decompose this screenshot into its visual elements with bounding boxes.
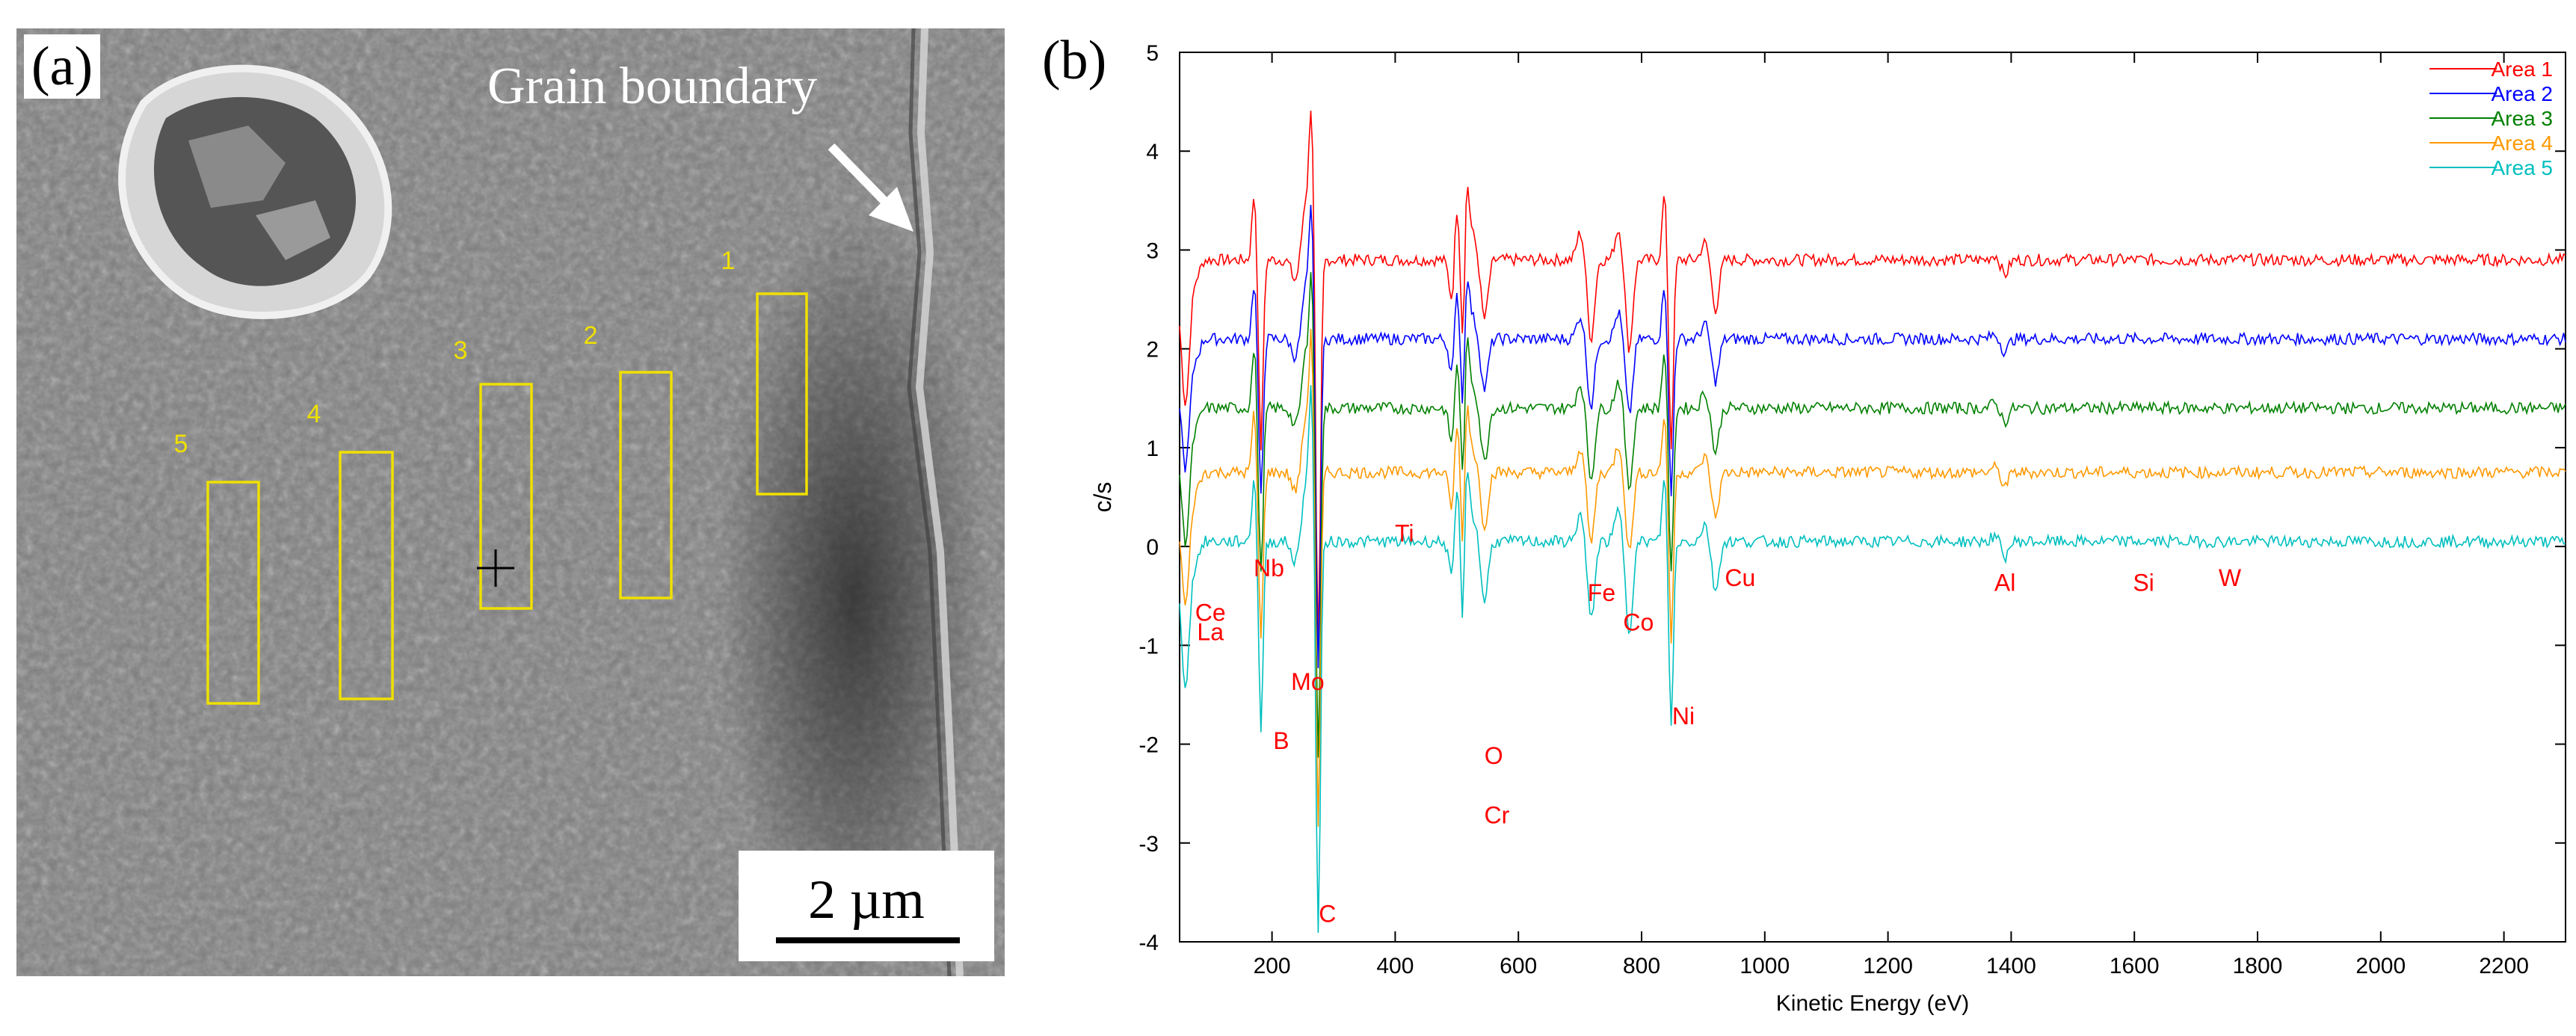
area-box-5 xyxy=(206,481,260,705)
element-label: Ni xyxy=(1672,703,1695,730)
scale-bar-label: 2 µm xyxy=(808,869,925,931)
sem-micrograph: 1 2 3 4 5 Grain boundary 2 µm xyxy=(16,28,1005,976)
element-label: La xyxy=(1197,619,1224,646)
x-tick-label: 200 xyxy=(1254,954,1291,978)
element-label: Fe xyxy=(1588,579,1615,606)
legend-label: Area 1 xyxy=(2492,58,2554,81)
grain-boundary-label: Grain boundary xyxy=(487,58,817,115)
element-label: Ce xyxy=(1195,599,1226,626)
plot-frame xyxy=(1179,52,2566,943)
surface-pit xyxy=(118,64,392,319)
x-tick-label: 600 xyxy=(1500,954,1537,978)
series-line-5 xyxy=(1179,385,2566,934)
x-axis-ticks: 200 400 600 800 1000 1200 1400 1600 1800 2000 2200 xyxy=(1254,52,2529,978)
element-label: Mo xyxy=(1291,668,1324,695)
x-tick-label: 400 xyxy=(1376,954,1414,978)
legend-label: Area 4 xyxy=(2492,132,2554,155)
element-label: B xyxy=(1273,727,1289,754)
element-label: C xyxy=(1319,901,1336,928)
area-label-5: 5 xyxy=(174,430,188,458)
element-label: Cr xyxy=(1484,801,1509,828)
element-label: Al xyxy=(1994,570,2015,596)
x-tick-label: 1200 xyxy=(1863,954,1913,978)
area-box-3 xyxy=(479,383,533,610)
y-tick-label: -4 xyxy=(1138,931,1159,955)
y-tick-label: -2 xyxy=(1138,733,1159,758)
area-label-1: 1 xyxy=(721,247,736,275)
area-labels: 1 2 3 4 5 xyxy=(174,247,736,458)
series-line-4 xyxy=(1179,328,2566,827)
series-lines xyxy=(1179,111,2566,934)
plot-border xyxy=(1179,52,2566,943)
grain-boundary-line xyxy=(915,28,964,976)
element-label: Cu xyxy=(1725,564,1755,591)
element-label: Ti xyxy=(1395,520,1414,547)
grain-boundary-shadow xyxy=(907,28,952,976)
y-tick-label: 1 xyxy=(1146,437,1159,461)
y-tick-label: -3 xyxy=(1138,832,1159,857)
area-label-3: 3 xyxy=(454,336,468,365)
x-tick-label: 1000 xyxy=(1740,954,1790,978)
area-box-1 xyxy=(756,292,808,496)
x-tick-label: 2200 xyxy=(2479,954,2529,978)
y-tick-label: 0 xyxy=(1146,535,1159,560)
aes-spectrum-chart: 200 400 600 800 1000 1200 1400 1600 1800 2000 2200… xyxy=(1089,41,2566,1016)
legend-label: Area 3 xyxy=(2492,107,2554,130)
area-boxes xyxy=(206,292,808,705)
area-box-2 xyxy=(619,371,673,599)
x-tick-label: 1800 xyxy=(2233,954,2283,978)
element-label: Si xyxy=(2133,570,2154,596)
x-tick-label: 800 xyxy=(1623,954,1660,978)
series-line-2 xyxy=(1179,204,2566,668)
y-tick-label: 3 xyxy=(1146,238,1159,263)
x-tick-label: 1400 xyxy=(1986,954,2036,978)
x-tick-label: 2000 xyxy=(2355,954,2406,978)
element-label: Nb xyxy=(1254,555,1284,582)
y-tick-label: 2 xyxy=(1146,338,1159,363)
element-label: W xyxy=(2219,564,2242,591)
element-label: O xyxy=(1485,742,1503,769)
crosshair-marker xyxy=(477,549,514,587)
y-tick-label: 5 xyxy=(1146,41,1159,66)
y-axis-ticks: -4 -3 -2 -1 0 1 2 3 4 5 xyxy=(1138,41,2566,955)
legend-label: Area 5 xyxy=(2492,156,2554,179)
scale-bar-box: 2 µm xyxy=(739,851,994,961)
x-tick-label: 1600 xyxy=(2110,954,2160,978)
y-tick-label: -1 xyxy=(1138,634,1159,659)
grain-boundary-arrow xyxy=(828,143,913,232)
area-box-4 xyxy=(339,451,394,700)
legend-label: Area 2 xyxy=(2492,82,2554,105)
series-line-1 xyxy=(1179,111,2566,649)
area-label-4: 4 xyxy=(307,400,321,428)
element-label: Co xyxy=(1623,609,1654,636)
panel-b-label: (b) xyxy=(1035,28,1115,93)
series-line-3 xyxy=(1179,272,2566,758)
x-axis-label: Kinetic Energy (eV) xyxy=(1776,991,1969,1016)
y-tick-label: 4 xyxy=(1146,140,1159,164)
y-axis-label: c/s xyxy=(1089,482,1116,513)
area-label-2: 2 xyxy=(584,321,598,350)
panel-a-label: (a) xyxy=(24,34,101,99)
